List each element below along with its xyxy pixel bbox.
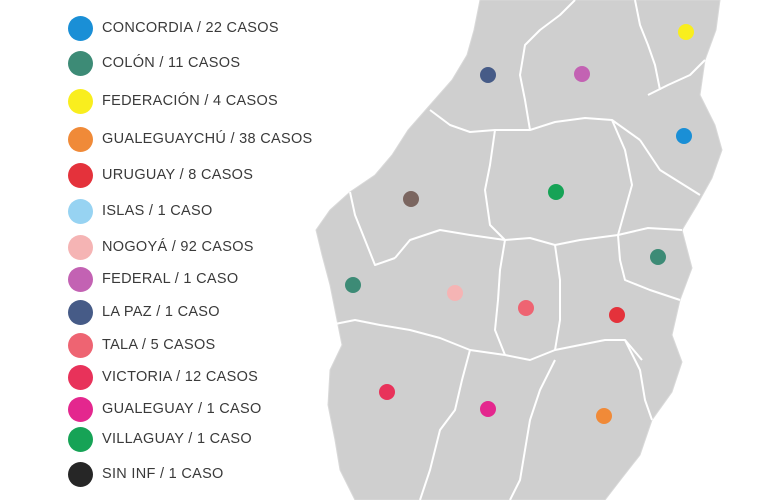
marker-villaguay [548, 184, 564, 200]
legend-item: FEDERACIÓN / 4 CASOS [68, 87, 278, 115]
legend-swatch [68, 266, 93, 292]
legend-item: URUGUAY / 8 CASOS [68, 161, 253, 189]
legend-swatch [68, 15, 93, 41]
legend-label: FEDERACIÓN / 4 CASOS [102, 93, 279, 109]
legend-swatch [68, 88, 93, 114]
marker-concordia [676, 128, 692, 144]
marker-parana [403, 191, 419, 207]
border-villaguay-east [611, 119, 633, 236]
border-federacion-concordia [647, 59, 706, 96]
legend-label: LA PAZ / 1 CASO [102, 304, 220, 320]
legend-item: NOGOYÁ / 92 CASOS [68, 233, 254, 261]
legend-item: VILLAGUAY / 1 CASO [68, 425, 252, 453]
marker-colon [650, 249, 666, 265]
marker-federacion [678, 24, 694, 40]
legend-swatch [68, 332, 93, 358]
border-north-central [429, 109, 641, 141]
legend-item: GUALEGUAY / 1 CASO [68, 395, 262, 423]
legend-label: COLÓN / 11 CASOS [102, 55, 241, 71]
marker-uruguay [609, 307, 625, 323]
legend-item: FEDERAL / 1 CASO [68, 265, 238, 293]
legend-swatch [68, 426, 93, 452]
legend-label: URUGUAY / 8 CASOS [102, 167, 254, 183]
legend-item: GUALEGUAYCHÚ / 38 CASOS [68, 125, 313, 153]
marker-tala [518, 300, 534, 316]
legend-label: TALA / 5 CASOS [102, 337, 216, 353]
legend-label: FEDERAL / 1 CASO [102, 271, 239, 287]
department-markers [345, 24, 694, 424]
legend-item: TALA / 5 CASOS [68, 331, 216, 359]
legend-swatch [68, 364, 93, 390]
legend-item: SIN INF / 1 CASO [68, 460, 224, 488]
border-gualeguaychu-west [509, 359, 556, 500]
legend-swatch [68, 461, 93, 487]
legend-item: CONCORDIA / 22 CASOS [68, 14, 279, 42]
legend-swatch [68, 234, 93, 260]
legend-swatch [68, 126, 93, 152]
border-tala-east [554, 244, 561, 351]
legend-label: SIN INF / 1 CASO [102, 466, 224, 482]
legend-swatch [68, 162, 93, 188]
legend-item: LA PAZ / 1 CASO [68, 298, 220, 326]
border-victoria-gualeguay [419, 349, 471, 500]
legend-item: VICTORIA / 12 CASOS [68, 363, 258, 391]
border-concordia-colon [639, 139, 701, 196]
legend-swatch [68, 198, 93, 224]
marker-federal [574, 66, 590, 82]
border-gualeguaychu-east [624, 339, 653, 421]
border-center-belt [504, 227, 683, 246]
legend-swatch [68, 50, 93, 76]
legend-label: CONCORDIA / 22 CASOS [102, 20, 279, 36]
border-parana-villaguay [484, 129, 506, 241]
marker-victoria [379, 384, 395, 400]
border-uruguay-colon [617, 234, 681, 301]
marker-diamante [345, 277, 361, 293]
legend-item: COLÓN / 11 CASOS [68, 49, 240, 77]
legend-label: GUALEGUAY / 1 CASO [102, 401, 262, 417]
legend-swatch [68, 299, 93, 325]
legend: CONCORDIA / 22 CASOS COLÓN / 11 CASOS FEDE… [0, 0, 330, 500]
legend-label: VILLAGUAY / 1 CASO [102, 431, 252, 447]
border-tala-west [494, 239, 506, 356]
legend-label: NOGOYÁ / 92 CASOS [102, 239, 254, 255]
legend-swatch [68, 396, 93, 422]
marker-gualeguay [480, 401, 496, 417]
marker-gualeguaychu [596, 408, 612, 424]
border-parana-nogoya [394, 229, 506, 259]
legend-label: VICTORIA / 12 CASOS [102, 369, 259, 385]
legend-label: GUALEGUAYCHÚ / 38 CASOS [102, 131, 313, 147]
marker-nogoya [447, 285, 463, 301]
border-parana-diamante [349, 191, 396, 266]
legend-item: ISLAS / 1 CASO [68, 197, 213, 225]
legend-label: ISLAS / 1 CASO [102, 203, 213, 219]
border-la-paz-federal [519, 0, 576, 131]
department-borders [329, 0, 706, 500]
marker-la-paz [480, 67, 496, 83]
border-federal-federacion [634, 0, 661, 91]
